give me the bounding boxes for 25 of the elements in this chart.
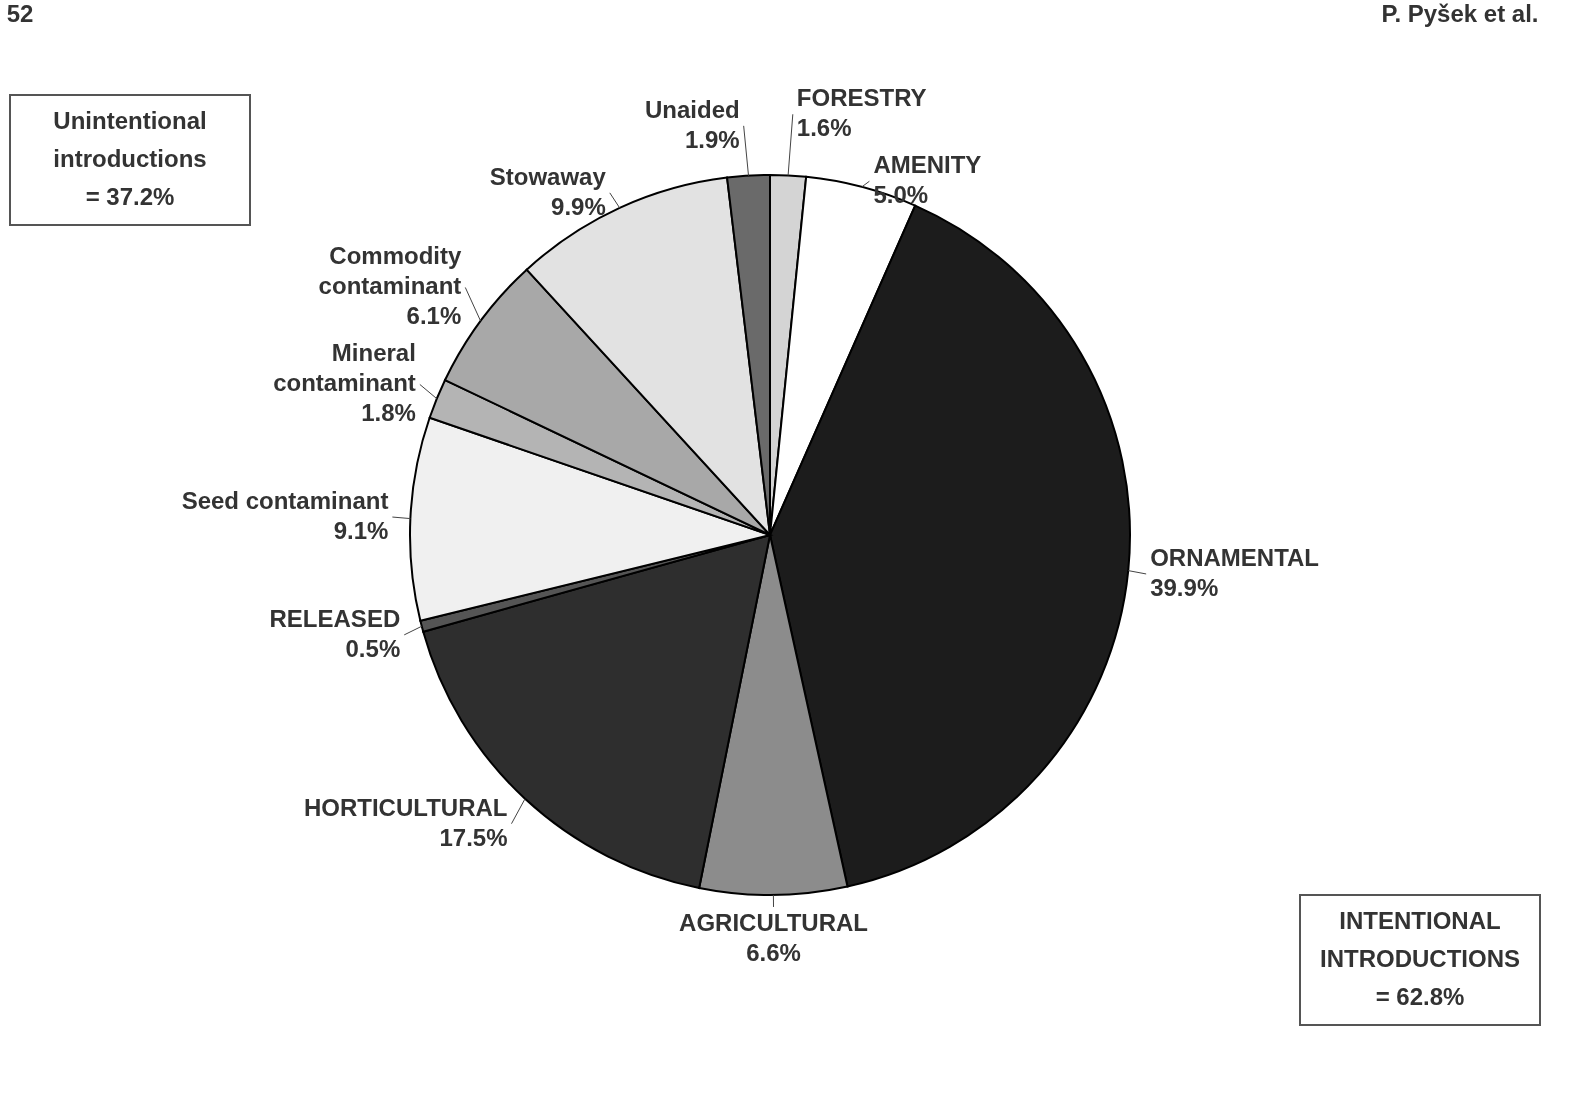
data-label: 9.9% bbox=[551, 192, 606, 220]
slice-label: Stowaway bbox=[489, 162, 607, 190]
text: INTENTIONAL INTRODUCTIONS = 62.8% bbox=[1320, 907, 1520, 1010]
data-label: 17.5% bbox=[439, 823, 508, 851]
text: P. Pyšek et al. bbox=[1381, 0, 1539, 27]
slice-label: Seed contaminant bbox=[181, 487, 389, 515]
text: 52 bbox=[6, 0, 34, 27]
data-label: 6.6% bbox=[746, 938, 801, 966]
slice-label: AMENITY bbox=[873, 151, 982, 179]
text: Unintentional introductions = 37.2% bbox=[53, 107, 207, 210]
data-label: 1.9% bbox=[684, 125, 740, 153]
slice-label: Unaided bbox=[644, 95, 740, 123]
data-label: 1.8% bbox=[361, 399, 416, 427]
slice-label: Mineral contaminant bbox=[273, 339, 416, 397]
data-label: 1.6% bbox=[796, 114, 852, 142]
slice-label: Commodity contaminant bbox=[318, 242, 462, 300]
data-label: 6.1% bbox=[406, 302, 462, 330]
slice-label: FORESTRY bbox=[796, 84, 927, 112]
slice-label: RELEASED bbox=[269, 604, 401, 632]
data-label: 39.9% bbox=[1150, 573, 1219, 601]
slice-label: ORNAMENTAL bbox=[1150, 543, 1320, 571]
data-label: 0.5% bbox=[345, 634, 401, 662]
data-label: 9.1% bbox=[333, 517, 389, 545]
slice-label: HORTICULTURAL bbox=[303, 793, 508, 821]
slice-label: AGRICULTURAL bbox=[679, 908, 868, 936]
